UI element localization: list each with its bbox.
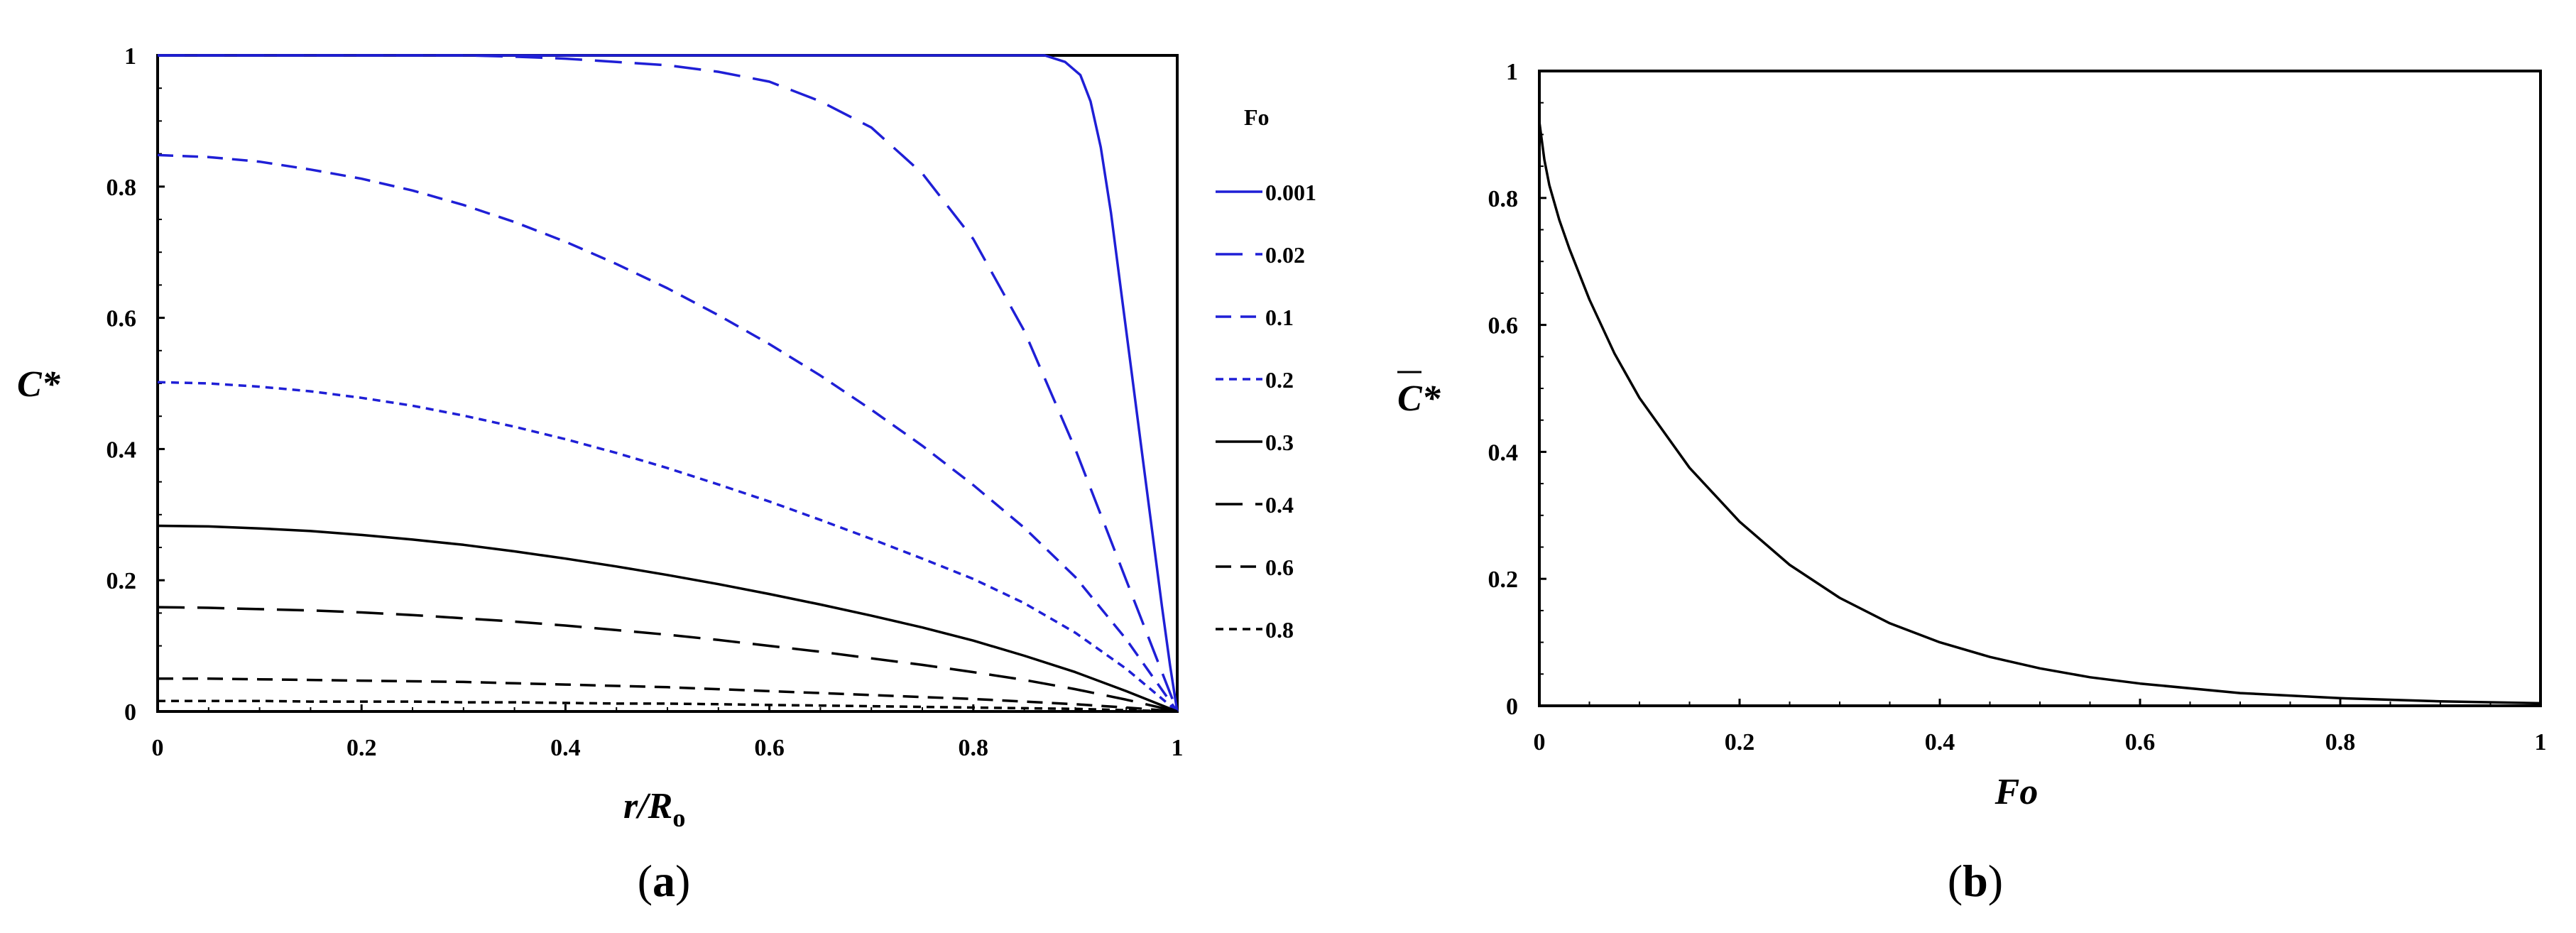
legend-label: 0.02 [1265, 242, 1305, 268]
panel-a-caption: (a) [638, 856, 691, 906]
panel-b-chart: 0 0.2 0.4 0.6 0.8 1 0 0.2 0.4 0.6 0.8 1 C* Fo [1397, 59, 2547, 812]
panel-a-plot-frame [156, 54, 1179, 713]
panel-b-y-tick-label: 0.8 [1488, 186, 1519, 212]
panel-b-y-tick-label: 0.2 [1488, 567, 1519, 593]
legend-label: 0.2 [1265, 367, 1294, 393]
panel-a-x-tick-label: 1 [1172, 735, 1184, 761]
panel-a-chart: 0 0.2 0.4 0.6 0.8 1 0 0.2 0.4 0.6 0.8 1 Fo 0.001 0.0… [17, 43, 1316, 832]
panel-a-x-tick-label: 0.6 [754, 735, 785, 761]
panel-a-x-tick-label: 0.8 [959, 735, 989, 761]
panel-b-y-tick-label: 0.6 [1488, 313, 1519, 339]
panel-a-series-line-0_02 [158, 54, 1179, 712]
panel-a-series-line-0_001 [158, 54, 1179, 712]
panel-a-y-tick-label: 0.4 [107, 437, 137, 463]
panel-b-y-axis-label: C* [1397, 378, 1441, 419]
panel-b-ticks: 0 0.2 0.4 0.6 0.8 1 0 0.2 0.4 0.6 0.8 1 [1488, 59, 2547, 755]
legend-label: 0.001 [1265, 180, 1316, 205]
legend-label: 0.4 [1265, 492, 1294, 518]
panel-a-x-tick-label: 0 [152, 735, 164, 761]
legend-label: 0.8 [1265, 617, 1294, 643]
panel-b-y-tick-label: 0.4 [1488, 440, 1519, 466]
panel-a-y-axis-label: C* [17, 364, 61, 405]
panel-a-x-axis-label: r/Ro [623, 786, 685, 832]
panel-a-legend: Fo 0.001 0.02 0.1 0.2 0.3 0.4 0.6 0.8 [1216, 104, 1316, 643]
panel-b-series [1538, 121, 2541, 705]
panel-a-series-line-0_2 [157, 381, 1179, 713]
panel-b-x-tick-label: 0 [1534, 729, 1546, 755]
panel-a-ticks: 0 0.2 0.4 0.6 0.8 1 0 0.2 0.4 0.6 0.8 1 [107, 43, 1184, 761]
panel-a-y-tick-label: 1 [124, 43, 136, 70]
panel-a-series-line-0_6 [158, 677, 1178, 713]
panel-a-series-line-0_3 [157, 524, 1178, 713]
panel-b-x-tick-label: 1 [2535, 729, 2547, 755]
panel-a-x-tick-label: 0.4 [550, 735, 581, 761]
legend-label: 0.6 [1265, 555, 1294, 580]
legend-label: 0.1 [1265, 305, 1294, 330]
panel-a-series [157, 54, 1179, 713]
x-axis-label-subscript: o [672, 804, 685, 832]
panel-a-y-tick-label: 0.8 [107, 175, 137, 201]
panel-b-series-line-0 [1538, 121, 2541, 705]
panel-a-x-tick-label: 0.2 [346, 735, 377, 761]
panel-b-plot-frame [1538, 70, 2542, 707]
panel-b-y-tick-label: 1 [1506, 59, 1518, 85]
panel-a-series-line-0_1 [157, 153, 1179, 713]
panel-b-caption: (b) [1948, 856, 2003, 906]
panel-b-x-tick-label: 0.2 [1725, 729, 1755, 755]
panel-a-y-tick-label: 0.6 [107, 306, 137, 332]
panel-a-y-tick-label: 0.2 [107, 568, 137, 594]
panel-b-x-axis-label: Fo [1994, 772, 2039, 812]
panel-a-series-line-0_4 [157, 606, 1178, 713]
x-axis-label-main: r/R [623, 786, 672, 826]
panel-b-y-tick-label: 0 [1506, 694, 1518, 720]
panel-b-x-tick-label: 0.4 [1925, 729, 1955, 755]
panel-a-y-tick-label: 0 [124, 699, 136, 726]
legend-title: Fo [1244, 104, 1270, 130]
panel-b-x-tick-label: 0.8 [2325, 729, 2356, 755]
legend-label: 0.3 [1265, 430, 1294, 455]
panel-b-x-tick-label: 0.6 [2125, 729, 2156, 755]
